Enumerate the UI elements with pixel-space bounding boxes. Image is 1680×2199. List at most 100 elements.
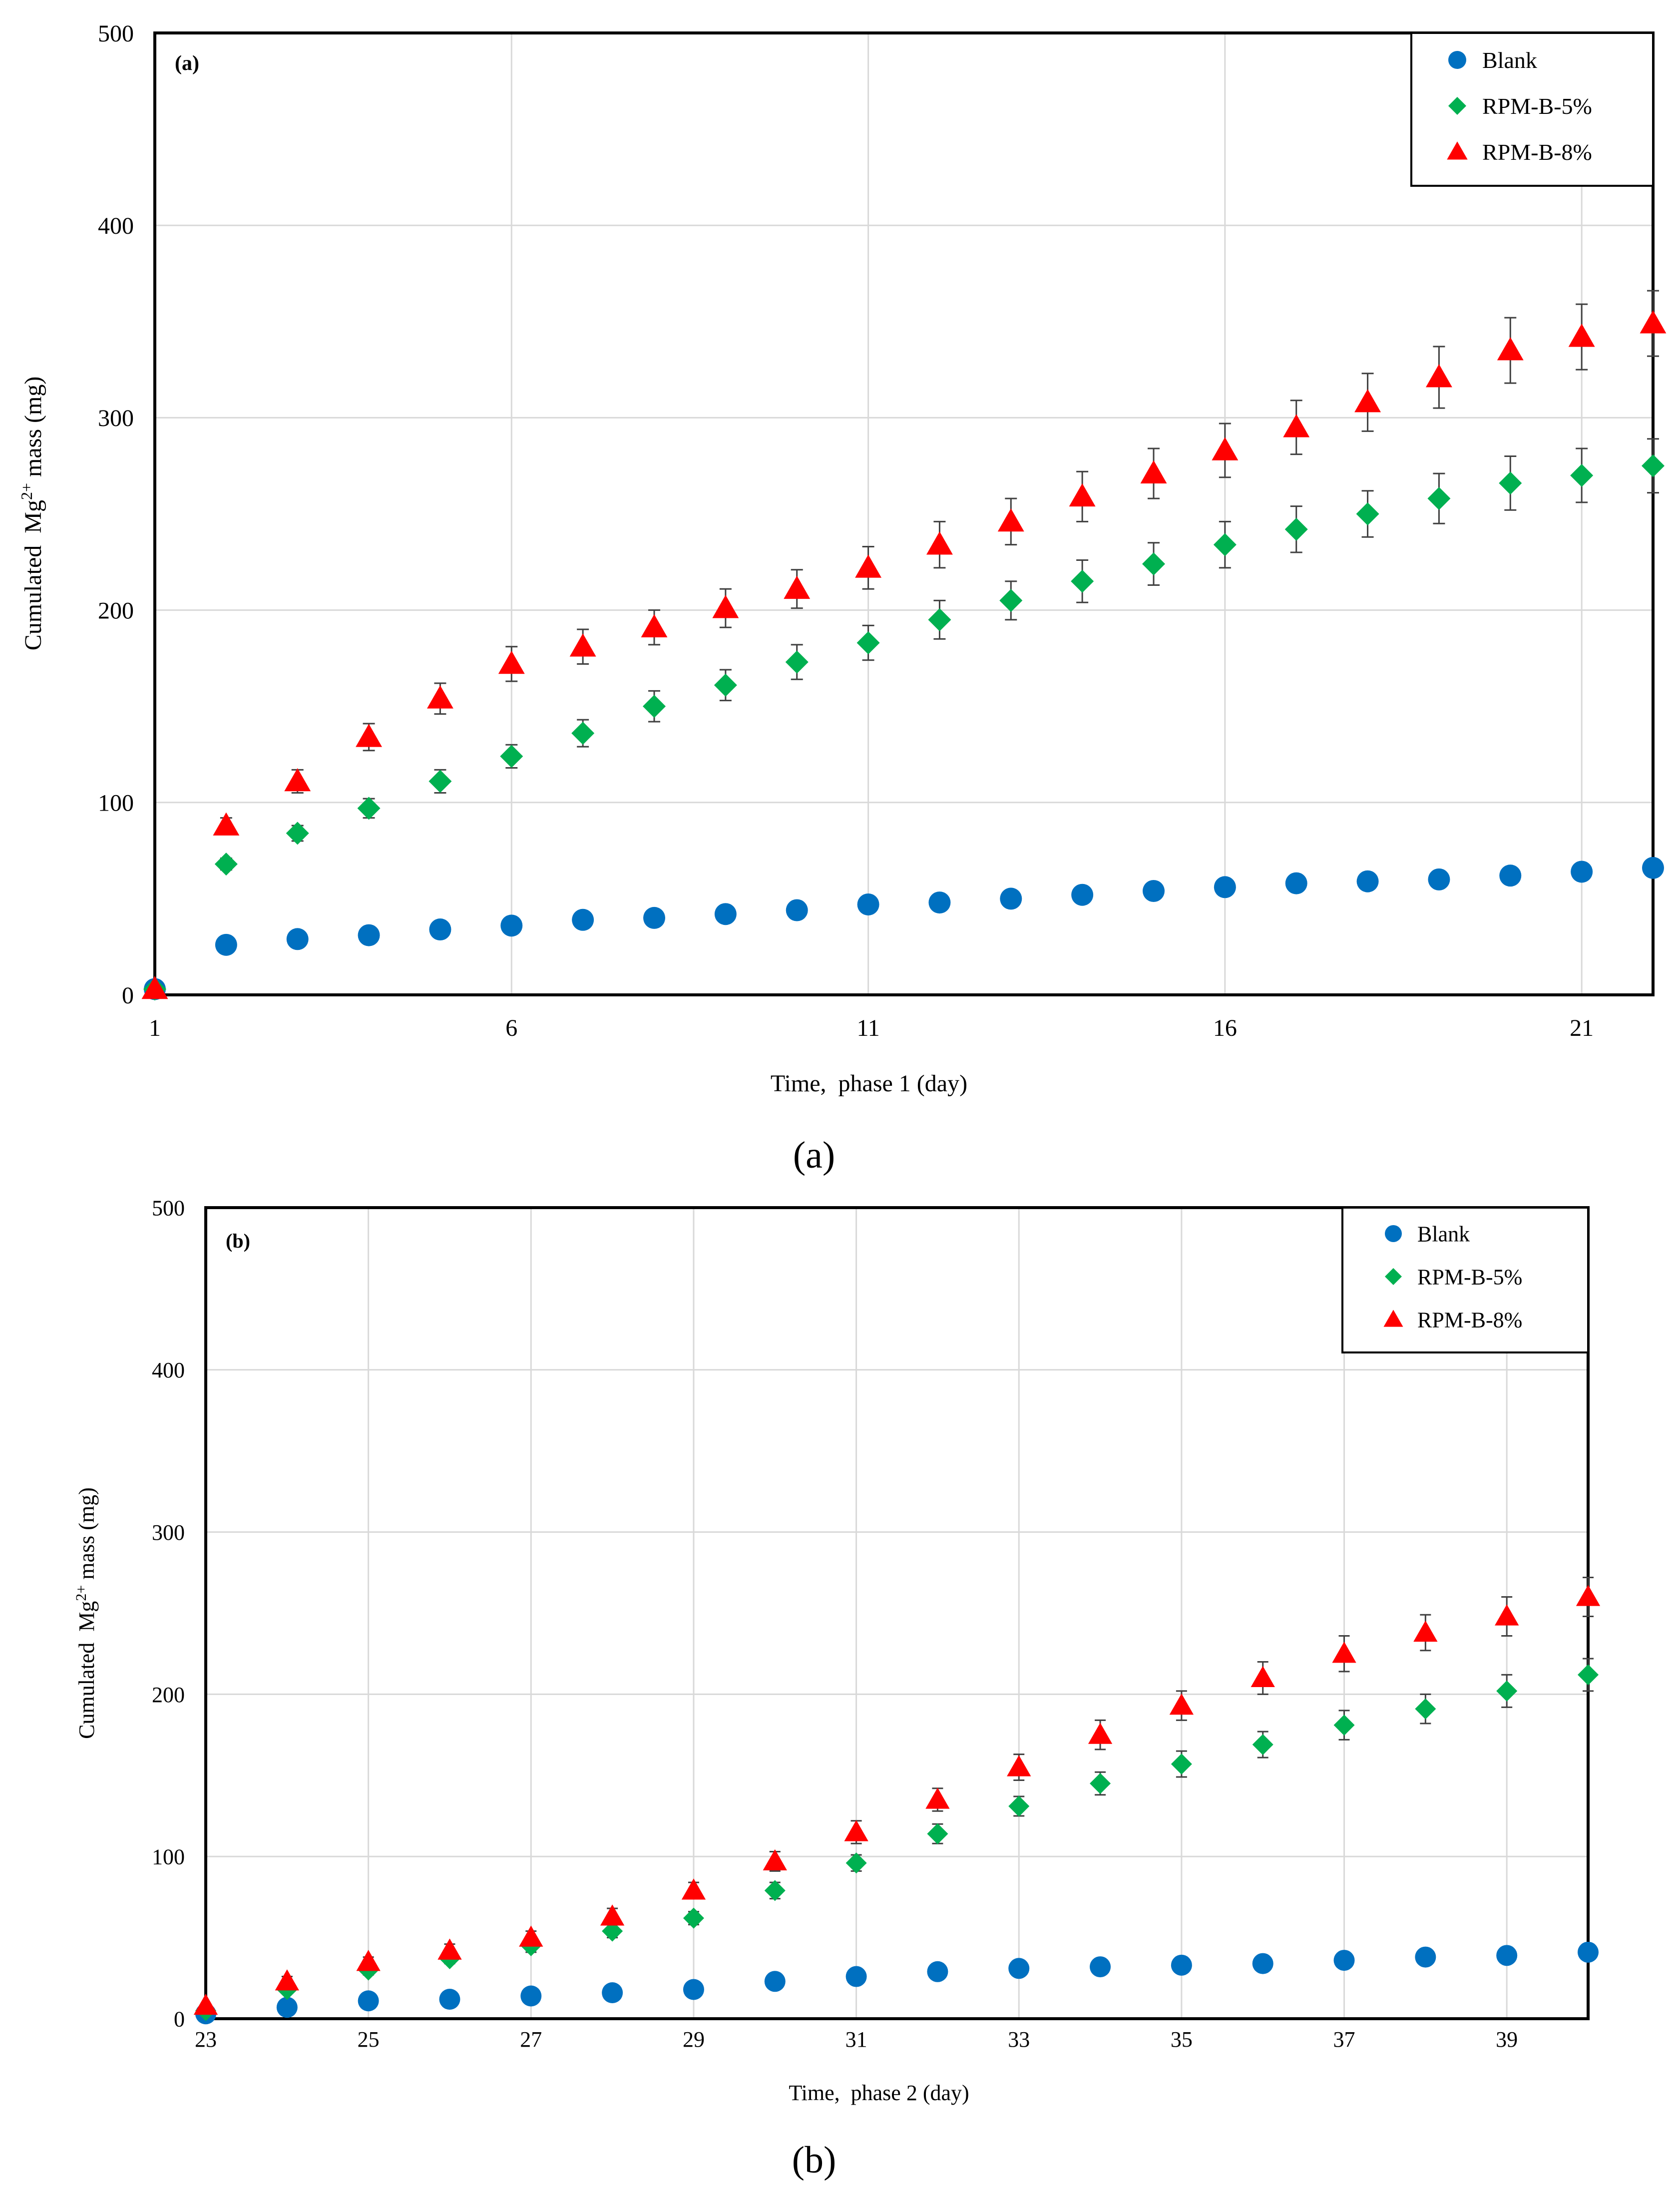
legend-marker-blank	[1385, 1225, 1402, 1242]
data-point-rpm-b-8pct	[275, 1969, 299, 1991]
data-point-rpm-b-8pct	[426, 685, 453, 709]
data-points-a	[141, 310, 1667, 1001]
data-point-rpm-b-8pct	[213, 812, 240, 836]
data-point-blank	[714, 903, 737, 925]
data-point-rpm-b-8pct	[1283, 414, 1310, 438]
x-tick-label: 1	[149, 1015, 161, 1041]
legend-label-rpm-b-5pct: RPM-B-5%	[1482, 93, 1592, 119]
x-axis-title-b: Time, phase 2 (day)	[789, 2081, 969, 2105]
data-point-rpm-b-8pct	[356, 724, 383, 747]
legend-marker-rpm-b-5pct	[1385, 1268, 1402, 1285]
errorbars-b	[281, 1577, 1594, 1994]
data-point-rpm-b-5pct	[1499, 471, 1522, 495]
data-point-blank	[520, 1985, 542, 2007]
data-point-rpm-b-8pct	[784, 575, 811, 599]
data-point-blank	[1252, 1953, 1273, 1974]
legend-marker-blank	[1448, 51, 1466, 69]
y-tick-label: 100	[98, 790, 134, 817]
data-point-rpm-b-8pct	[284, 768, 311, 792]
y-tick-label: 0	[122, 982, 134, 1009]
y-tick-label: 100	[152, 1845, 185, 1869]
data-point-rpm-b-8pct	[1576, 1585, 1601, 1606]
data-point-rpm-b-8pct	[600, 1904, 625, 1926]
data-point-blank	[1008, 1958, 1030, 1979]
data-point-rpm-b-5pct	[1071, 569, 1094, 593]
data-points-b	[193, 1585, 1601, 2025]
data-point-blank	[602, 1982, 623, 2004]
data-point-blank	[1571, 861, 1593, 883]
y-tick-label: 400	[98, 213, 134, 239]
data-point-blank	[1171, 1954, 1192, 1976]
data-point-rpm-b-5pct	[214, 853, 238, 876]
data-point-blank	[1415, 1946, 1436, 1968]
x-tick-label: 6	[505, 1015, 517, 1041]
data-point-blank	[572, 908, 594, 931]
data-point-rpm-b-5pct	[856, 631, 880, 655]
x-tick-label: 16	[1213, 1015, 1237, 1041]
data-point-rpm-b-5pct	[602, 1920, 623, 1942]
data-point-rpm-b-8pct	[926, 531, 953, 555]
data-point-rpm-b-5pct	[1642, 454, 1665, 477]
x-tick-label: 25	[358, 2027, 380, 2052]
data-point-blank	[928, 891, 951, 914]
legend-label-blank: Blank	[1417, 1222, 1470, 1246]
data-point-rpm-b-5pct	[1142, 552, 1165, 576]
data-point-blank	[276, 1997, 298, 2018]
data-point-rpm-b-5pct	[428, 770, 452, 793]
y-tick-label: 300	[152, 1520, 185, 1545]
data-point-rpm-b-8pct	[1169, 1693, 1194, 1715]
data-point-rpm-b-5pct	[500, 745, 523, 768]
data-point-blank	[1578, 1941, 1599, 1963]
data-point-rpm-b-5pct	[714, 673, 737, 697]
x-tick-labels-a: 1 6 11 16 21	[149, 1015, 1594, 1041]
caption-a: (a)	[793, 1134, 835, 1176]
data-point-rpm-b-5pct	[571, 722, 595, 745]
data-point-rpm-b-8pct	[1332, 1642, 1356, 1663]
data-point-rpm-b-5pct	[845, 1852, 867, 1874]
data-point-rpm-b-5pct	[643, 695, 666, 718]
data-point-rpm-b-5pct	[1427, 487, 1451, 510]
data-point-rpm-b-8pct	[193, 1993, 218, 2015]
data-point-blank	[1496, 1945, 1518, 1966]
data-point-rpm-b-8pct	[844, 1820, 868, 1841]
x-tick-label: 39	[1496, 2027, 1518, 2052]
legend-label-rpm-b-5pct: RPM-B-5%	[1417, 1265, 1522, 1289]
data-point-blank	[1214, 876, 1236, 898]
data-point-rpm-b-5pct	[1171, 1754, 1192, 1775]
data-point-blank	[286, 928, 309, 950]
y-axis-title-b: Cumulated Mg2+ mass (mg)	[73, 1487, 99, 1739]
data-point-rpm-b-8pct	[1495, 1604, 1519, 1626]
data-point-rpm-b-5pct	[1008, 1795, 1030, 1817]
data-point-rpm-b-8pct	[1251, 1666, 1275, 1688]
y-tick-label: 500	[98, 20, 134, 47]
data-point-blank	[358, 924, 380, 946]
caption-b: (b)	[792, 2139, 837, 2181]
legend-items-a: Blank RPM-B-5% RPM-B-8%	[1447, 47, 1592, 165]
data-point-blank	[845, 1966, 867, 1987]
x-tick-label: 33	[1008, 2027, 1030, 2052]
data-point-rpm-b-8pct	[1413, 1620, 1438, 1642]
data-point-blank	[927, 1961, 948, 1982]
data-point-blank	[1090, 1956, 1111, 1978]
data-point-rpm-b-5pct	[1570, 463, 1594, 487]
data-point-rpm-b-8pct	[1088, 1723, 1113, 1744]
data-point-rpm-b-8pct	[763, 1849, 787, 1871]
data-point-rpm-b-8pct	[1212, 437, 1239, 460]
data-point-rpm-b-8pct	[1354, 389, 1381, 413]
x-tick-label: 37	[1333, 2027, 1355, 2052]
data-point-rpm-b-8pct	[641, 614, 668, 638]
data-point-rpm-b-8pct	[1007, 1755, 1031, 1776]
data-point-rpm-b-5pct	[1213, 533, 1237, 556]
data-point-rpm-b-5pct	[286, 822, 309, 845]
legend-a: Blank RPM-B-5% RPM-B-8%	[1410, 32, 1654, 187]
data-point-blank	[857, 893, 879, 915]
data-point-blank	[439, 1989, 460, 2010]
data-point-blank	[215, 933, 237, 956]
x-axis-title-a: Time, phase 1 (day)	[771, 1070, 967, 1097]
y-tick-labels-b: 0 100 200 300 400 500	[152, 1196, 185, 2031]
x-tick-label: 35	[1171, 2027, 1193, 2052]
data-point-blank	[643, 906, 665, 929]
data-point-rpm-b-8pct	[1568, 324, 1595, 347]
legend-items-b: Blank RPM-B-5% RPM-B-8%	[1383, 1222, 1522, 1332]
